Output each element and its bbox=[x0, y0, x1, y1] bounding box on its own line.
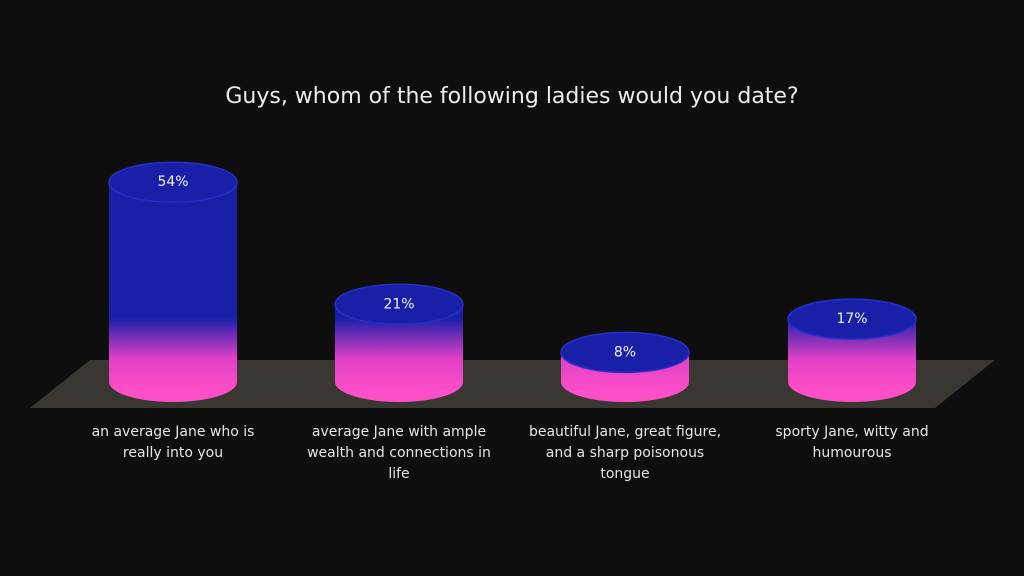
bar bbox=[335, 304, 463, 402]
x-tick-label: average Jane with ample wealth and conne… bbox=[307, 424, 491, 482]
x-tick-label: an average Jane who is really into you bbox=[91, 424, 255, 461]
x-tick-label: beautiful Jane, great figure, and a shar… bbox=[528, 424, 722, 482]
value-label: 8% bbox=[614, 344, 636, 360]
chart-title: Guys, whom of the following ladies would… bbox=[225, 84, 799, 109]
bar bbox=[109, 182, 237, 402]
floor bbox=[30, 360, 995, 408]
value-label: 17% bbox=[836, 311, 867, 327]
bar-top bbox=[787, 298, 917, 340]
bar-top bbox=[560, 331, 690, 374]
x-tick-label: sporty Jane, witty and humourous bbox=[775, 424, 929, 461]
bar-top bbox=[108, 161, 238, 203]
value-label: 21% bbox=[383, 296, 414, 312]
value-label: 54% bbox=[157, 174, 188, 190]
bar-top bbox=[334, 283, 464, 326]
bar bbox=[788, 319, 916, 402]
